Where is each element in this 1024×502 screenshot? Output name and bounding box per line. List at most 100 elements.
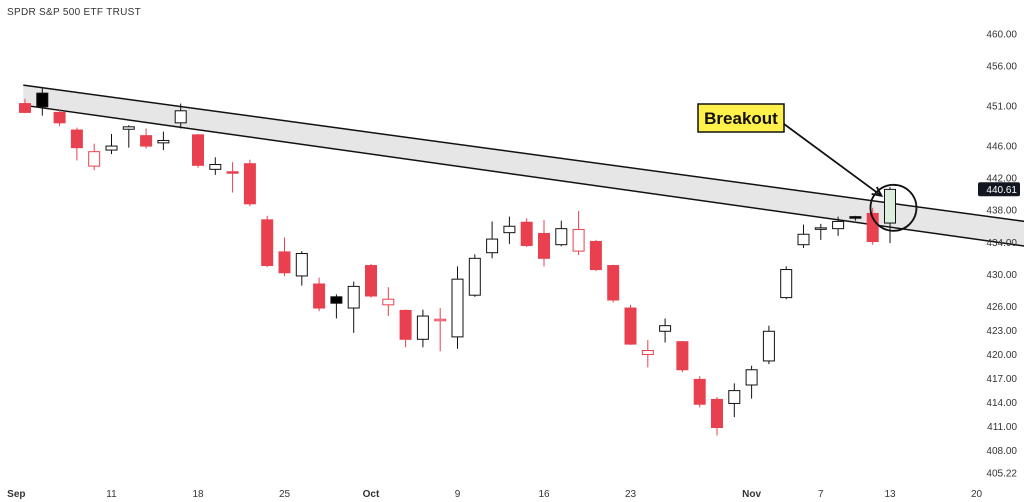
candle-body [762, 330, 775, 362]
candle-body [745, 369, 758, 386]
x-tick-label: 7 [818, 489, 824, 500]
y-tick-label: 417.00 [986, 374, 1017, 385]
x-axis: Sep 11 18 25 Oct 9 16 23 Nov 7 13 20 [7, 489, 982, 500]
candle-body [243, 163, 256, 205]
last-price-tag [978, 182, 1020, 197]
candle [140, 128, 153, 149]
chart-title: SPDR S&P 500 ETF TRUST [7, 7, 142, 18]
candle [503, 216, 516, 244]
candle [659, 318, 672, 343]
candle-body [832, 220, 845, 230]
candle-body [468, 257, 481, 296]
candle [122, 125, 135, 148]
y-tick-label: 408.00 [986, 446, 1017, 457]
candle [624, 304, 637, 345]
y-tick-label: 460.00 [986, 29, 1017, 40]
candle-body [226, 171, 239, 174]
annotation: Breakout [697, 103, 918, 232]
breakout-arrow [783, 123, 882, 197]
candle-body [659, 325, 672, 332]
candle [261, 215, 274, 268]
candle-body [641, 350, 654, 356]
candle [641, 340, 654, 368]
candle-body [814, 227, 827, 230]
candle-body [624, 307, 637, 345]
candle-body [261, 219, 274, 267]
candle [451, 266, 464, 349]
candle-body [122, 126, 135, 130]
candle-body [157, 139, 170, 144]
y-tick-label: 411.00 [987, 422, 1017, 433]
candle-body [36, 92, 49, 108]
x-tick-label: 13 [884, 489, 896, 500]
x-tick-label: 11 [106, 489, 117, 500]
candle [520, 218, 533, 248]
x-tick-label: Sep [7, 489, 25, 500]
candle [884, 186, 896, 244]
y-tick-label: 405.22 [986, 469, 1017, 480]
candle-body [711, 398, 723, 428]
last-price-value: 440.61 [986, 185, 1017, 196]
candle-body [347, 285, 360, 309]
candle-body [538, 232, 550, 259]
arrow-head [871, 186, 884, 198]
candle-body [728, 390, 741, 404]
y-tick-label: 438.00 [986, 206, 1017, 217]
candle-body [192, 134, 204, 166]
x-tick-label: 25 [279, 489, 291, 500]
candle-body [174, 110, 187, 124]
candle [693, 376, 706, 408]
candle-body [884, 188, 896, 224]
candle-body [797, 233, 810, 246]
candle [36, 88, 49, 116]
y-tick-label: 451.00 [986, 101, 1017, 112]
channel-fill [23, 85, 1024, 247]
candle [365, 263, 377, 298]
candle [780, 266, 793, 300]
candle-body [70, 129, 83, 149]
candle [866, 207, 879, 245]
candle [416, 309, 429, 348]
candle [19, 98, 31, 114]
candle-body [555, 228, 568, 246]
candle [278, 237, 291, 276]
candle [313, 277, 326, 312]
candle [192, 134, 204, 168]
candle [849, 215, 862, 221]
candle [711, 397, 723, 436]
y-tick-label: 423.00 [986, 326, 1017, 337]
candle-body [866, 212, 879, 242]
candle-body [693, 378, 706, 405]
y-tick-label: 426.00 [986, 302, 1017, 313]
candle-body [53, 111, 66, 124]
candle [174, 103, 187, 129]
y-tick-label: 430.00 [986, 270, 1017, 281]
channel-upper-line [23, 84, 1024, 223]
candle [745, 365, 758, 399]
candle-body [589, 240, 602, 271]
candle-body [676, 341, 689, 371]
candle-body [295, 253, 308, 277]
candle-body [520, 221, 533, 246]
candle [226, 162, 239, 193]
x-tick-label: Oct [363, 489, 380, 500]
candle [676, 340, 689, 373]
x-tick-label: 18 [192, 489, 204, 500]
candle-body [451, 278, 464, 338]
candle [486, 221, 499, 259]
candle-body [503, 225, 516, 234]
candle-body [365, 265, 377, 297]
candle [538, 219, 550, 267]
y-tick-label: 434.00 [986, 238, 1017, 249]
candle [762, 325, 775, 365]
x-tick-label: 20 [971, 489, 983, 500]
x-tick-label: 16 [538, 489, 550, 500]
candle [209, 157, 222, 175]
candle [243, 159, 256, 207]
y-tick-label: 446.00 [986, 142, 1017, 153]
candle-body [313, 283, 326, 309]
x-tick-label: 9 [455, 489, 461, 500]
candle [468, 254, 481, 297]
candle [607, 264, 620, 303]
